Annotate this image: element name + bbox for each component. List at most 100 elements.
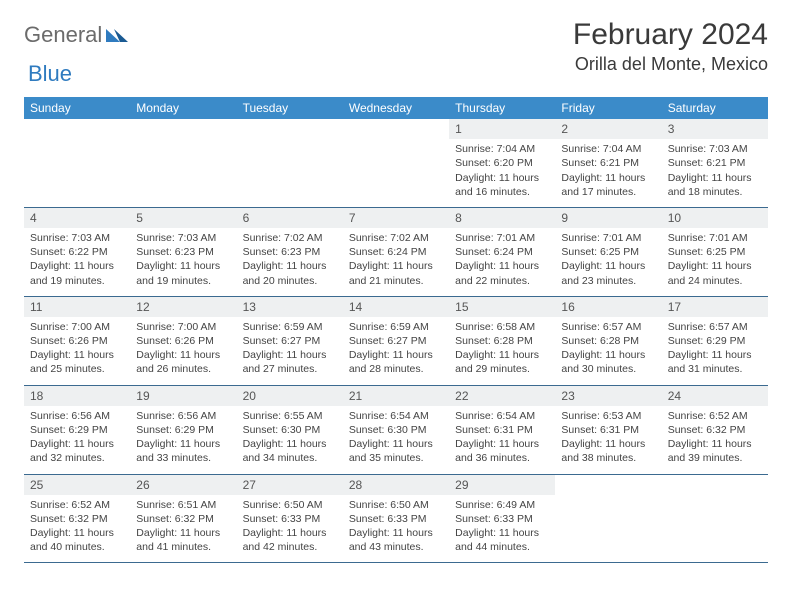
day-cell: 20Sunrise: 6:55 AMSunset: 6:30 PMDayligh… <box>237 386 343 474</box>
sunset-line: Sunset: 6:32 PM <box>668 423 762 437</box>
day-number: 27 <box>237 475 343 495</box>
daylight-line: Daylight: 11 hours and 19 minutes. <box>30 259 124 287</box>
sunrise-line: Sunrise: 6:52 AM <box>668 409 762 423</box>
logo: General <box>24 18 130 48</box>
day-number: 29 <box>449 475 555 495</box>
daylight-line: Daylight: 11 hours and 26 minutes. <box>136 348 230 376</box>
sunset-line: Sunset: 6:21 PM <box>561 156 655 170</box>
sunrise-line: Sunrise: 6:50 AM <box>349 498 443 512</box>
daylight-line: Daylight: 11 hours and 40 minutes. <box>30 526 124 554</box>
day-number: 8 <box>449 208 555 228</box>
sunset-line: Sunset: 6:32 PM <box>30 512 124 526</box>
sunrise-line: Sunrise: 6:58 AM <box>455 320 549 334</box>
daylight-line: Daylight: 11 hours and 39 minutes. <box>668 437 762 465</box>
day-cell: 9Sunrise: 7:01 AMSunset: 6:25 PMDaylight… <box>555 208 661 296</box>
sunset-line: Sunset: 6:28 PM <box>455 334 549 348</box>
sunrise-line: Sunrise: 6:56 AM <box>136 409 230 423</box>
logo-word-1: General <box>24 22 102 48</box>
day-number: 5 <box>130 208 236 228</box>
daylight-line: Daylight: 11 hours and 31 minutes. <box>668 348 762 376</box>
daylight-line: Daylight: 11 hours and 21 minutes. <box>349 259 443 287</box>
sunrise-line: Sunrise: 6:49 AM <box>455 498 549 512</box>
day-number: 18 <box>24 386 130 406</box>
sunset-line: Sunset: 6:21 PM <box>668 156 762 170</box>
sunrise-line: Sunrise: 6:57 AM <box>561 320 655 334</box>
day-number: 10 <box>662 208 768 228</box>
day-number: 7 <box>343 208 449 228</box>
empty-cell <box>237 119 343 207</box>
sunset-line: Sunset: 6:23 PM <box>243 245 337 259</box>
weekday-header-cell: Monday <box>130 97 236 119</box>
day-number: 21 <box>343 386 449 406</box>
day-cell: 7Sunrise: 7:02 AMSunset: 6:24 PMDaylight… <box>343 208 449 296</box>
sunset-line: Sunset: 6:20 PM <box>455 156 549 170</box>
sunset-line: Sunset: 6:27 PM <box>243 334 337 348</box>
sunset-line: Sunset: 6:32 PM <box>136 512 230 526</box>
sunrise-line: Sunrise: 7:04 AM <box>455 142 549 156</box>
daylight-line: Daylight: 11 hours and 19 minutes. <box>136 259 230 287</box>
sunset-line: Sunset: 6:30 PM <box>349 423 443 437</box>
day-number: 3 <box>662 119 768 139</box>
day-number: 14 <box>343 297 449 317</box>
sunset-line: Sunset: 6:31 PM <box>455 423 549 437</box>
daylight-line: Daylight: 11 hours and 38 minutes. <box>561 437 655 465</box>
day-cell: 18Sunrise: 6:56 AMSunset: 6:29 PMDayligh… <box>24 386 130 474</box>
empty-cell <box>130 119 236 207</box>
daylight-line: Daylight: 11 hours and 27 minutes. <box>243 348 337 376</box>
day-cell: 13Sunrise: 6:59 AMSunset: 6:27 PMDayligh… <box>237 297 343 385</box>
sunrise-line: Sunrise: 6:53 AM <box>561 409 655 423</box>
title-block: February 2024 Orilla del Monte, Mexico <box>573 18 768 75</box>
day-cell: 27Sunrise: 6:50 AMSunset: 6:33 PMDayligh… <box>237 475 343 563</box>
day-number: 1 <box>449 119 555 139</box>
sunrise-line: Sunrise: 6:56 AM <box>30 409 124 423</box>
day-number: 20 <box>237 386 343 406</box>
sunset-line: Sunset: 6:33 PM <box>349 512 443 526</box>
day-number: 2 <box>555 119 661 139</box>
sunrise-line: Sunrise: 6:52 AM <box>30 498 124 512</box>
day-cell: 19Sunrise: 6:56 AMSunset: 6:29 PMDayligh… <box>130 386 236 474</box>
weekday-header-cell: Tuesday <box>237 97 343 119</box>
daylight-line: Daylight: 11 hours and 28 minutes. <box>349 348 443 376</box>
sunrise-line: Sunrise: 6:59 AM <box>349 320 443 334</box>
day-cell: 11Sunrise: 7:00 AMSunset: 6:26 PMDayligh… <box>24 297 130 385</box>
sunrise-line: Sunrise: 6:54 AM <box>349 409 443 423</box>
sunrise-line: Sunrise: 7:03 AM <box>136 231 230 245</box>
sunset-line: Sunset: 6:24 PM <box>455 245 549 259</box>
daylight-line: Daylight: 11 hours and 17 minutes. <box>561 171 655 199</box>
weekday-header-cell: Saturday <box>662 97 768 119</box>
calendar: SundayMondayTuesdayWednesdayThursdayFrid… <box>24 97 768 563</box>
logo-triangle-icon <box>106 22 128 48</box>
sunset-line: Sunset: 6:29 PM <box>136 423 230 437</box>
weeks-container: 1Sunrise: 7:04 AMSunset: 6:20 PMDaylight… <box>24 119 768 563</box>
daylight-line: Daylight: 11 hours and 41 minutes. <box>136 526 230 554</box>
day-number: 13 <box>237 297 343 317</box>
sunset-line: Sunset: 6:24 PM <box>349 245 443 259</box>
day-cell: 22Sunrise: 6:54 AMSunset: 6:31 PMDayligh… <box>449 386 555 474</box>
day-cell: 29 Sunrise: 6:49 AMSunset: 6:33 PMDayligh… <box>449 475 555 563</box>
day-number: 26 <box>130 475 236 495</box>
week-row: 1Sunrise: 7:04 AMSunset: 6:20 PMDaylight… <box>24 119 768 208</box>
weekday-header-cell: Friday <box>555 97 661 119</box>
day-cell: 16Sunrise: 6:57 AMSunset: 6:28 PMDayligh… <box>555 297 661 385</box>
daylight-line: Daylight: 11 hours and 20 minutes. <box>243 259 337 287</box>
sunset-line: Sunset: 6:25 PM <box>668 245 762 259</box>
sunrise-line: Sunrise: 7:03 AM <box>30 231 124 245</box>
empty-cell <box>24 119 130 207</box>
logo-word-2: Blue <box>28 61 72 87</box>
day-cell: 1 Sunrise: 7:04 AMSunset: 6:20 PMDaylight… <box>449 119 555 207</box>
sunset-line: Sunset: 6:28 PM <box>561 334 655 348</box>
day-number: 25 <box>24 475 130 495</box>
sunset-line: Sunset: 6:29 PM <box>30 423 124 437</box>
daylight-line: Daylight: 11 hours and 43 minutes. <box>349 526 443 554</box>
day-number: 9 <box>555 208 661 228</box>
daylight-line: Daylight: 11 hours and 16 minutes. <box>455 171 549 199</box>
day-cell: 2Sunrise: 7:04 AMSunset: 6:21 PMDaylight… <box>555 119 661 207</box>
sunrise-line: Sunrise: 7:02 AM <box>243 231 337 245</box>
weekday-header-cell: Wednesday <box>343 97 449 119</box>
daylight-line: Daylight: 11 hours and 18 minutes. <box>668 171 762 199</box>
weekday-header-row: SundayMondayTuesdayWednesdayThursdayFrid… <box>24 97 768 119</box>
daylight-line: Daylight: 11 hours and 44 minutes. <box>455 526 549 554</box>
sunset-line: Sunset: 6:33 PM <box>455 512 549 526</box>
day-number: 12 <box>130 297 236 317</box>
day-cell: 24Sunrise: 6:52 AMSunset: 6:32 PMDayligh… <box>662 386 768 474</box>
